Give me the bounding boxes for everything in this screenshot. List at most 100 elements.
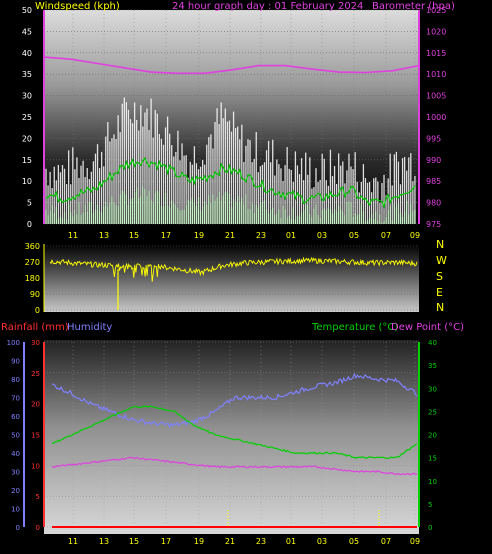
wind-average-series [45,157,416,209]
direction-tick-label: 90 [30,290,40,299]
windspeed-tick-label: 40 [22,49,32,58]
temperature-tick-label: 10 [428,478,437,486]
direction-trace [49,256,418,282]
humidity-tick-label: 80 [11,376,20,384]
barometer-tick-label: 1025 [426,6,446,15]
barometer-tick-label: 1020 [426,27,446,36]
climate-time-tick-label: 21 [225,537,235,546]
temperature-tick-label: 5 [428,501,432,509]
wind-time-tick-label: 17 [161,231,171,240]
humidity-tick-label: 70 [11,395,20,403]
barometer-tick-label: 1000 [426,113,446,122]
temperature-tick-label: 0 [428,524,432,532]
windspeed-tick-label: 5 [27,199,32,208]
rainfall-axis-label: Rainfall (mm) [1,322,69,333]
climate-left-tick-labels: 0 10 20 30 40 50 60 70 80 90 100 0 5 10 15 20 25 30 [7,339,40,532]
windspeed-tick-label: 0 [27,220,32,229]
climate-time-tick-label: 23 [256,537,266,546]
climate-time-tick-label: 13 [99,537,109,546]
barometer-axis-label: Barometer (hpa) [372,1,455,12]
temperature-tick-labels: 0 5 10 15 20 25 30 35 40 [428,339,437,532]
wind-time-tick-label: 11 [68,231,78,240]
rain-tick-label: 20 [31,401,40,409]
direction-panel-grid [43,244,419,312]
climate-panel-background [44,340,419,534]
temperature-tick-label: 20 [428,432,437,440]
humidity-tick-label: 60 [11,413,20,421]
temperature-tick-label: 25 [428,408,437,416]
wind-time-tick-label: 07 [381,231,391,240]
temperature-axis-label: Temperature (°C) [311,322,398,333]
wind-time-tick-label: 21 [225,231,235,240]
wind-time-tick-label: 01 [286,231,296,240]
humidity-tick-label: 30 [11,469,20,477]
temperature-tick-label: 40 [428,339,437,347]
wind-average-line [45,157,416,209]
compass-label: W [436,254,447,267]
windspeed-tick-label: 10 [22,177,32,186]
climate-time-tick-label: 05 [349,537,359,546]
barometer-line [43,56,420,75]
humidity-axis-label: Humidity [67,322,112,333]
barometer-tick-label: 980 [426,199,441,208]
barometer-tick-label: 995 [426,134,441,143]
windspeed-tick-label: 30 [22,92,32,101]
wind-time-tick-label: 15 [129,231,139,240]
dewpoint-line [51,456,418,476]
windspeed-axis-label: Windspeed (kph) [35,1,120,12]
rain-tick-label: 0 [36,524,40,532]
graph-title: 24 hour graph day : 01 February 2024 [172,1,363,12]
humidity-tick-label: 100 [7,339,20,347]
humidity-tick-label: 40 [11,450,20,458]
humidity-tick-label: 0 [16,524,20,532]
direction-tick-label: 0 [35,306,40,315]
windspeed-tick-label: 20 [22,134,32,143]
humidity-tick-label: 10 [11,506,20,514]
temperature-tick-label: 15 [428,455,437,463]
rain-tick-label: 15 [31,432,40,440]
humidity-tick-label: 90 [11,358,20,366]
wind-direction-series [49,256,418,310]
windspeed-tick-labels: 0 5 10 15 20 25 30 35 40 45 50 [22,6,32,229]
wind-panel-grid [43,9,420,225]
wind-time-tick-label: 13 [99,231,109,240]
compass-label: E [436,286,443,299]
windspeed-tick-label: 25 [22,113,32,122]
climate-time-tick-label: 11 [68,537,78,546]
climate-time-tick-labels: 11 13 15 17 19 21 23 01 03 05 07 09 [68,537,420,546]
rain-tick-label: 10 [31,462,40,470]
direction-tick-label: 360 [25,242,40,251]
climate-time-tick-label: 03 [317,537,327,546]
wind-time-tick-label: 23 [256,231,266,240]
rain-tick-label: 30 [31,339,40,347]
direction-tick-label: 180 [25,274,40,283]
barometer-tick-label: 1005 [426,92,446,101]
direction-tick-labels: 0 90 180 270 360 [25,242,40,315]
climate-panel-grid [23,341,420,528]
windspeed-tick-label: 50 [22,6,32,15]
wind-time-tick-label: 03 [317,231,327,240]
barometer-tick-label: 990 [426,156,441,165]
direction-tick-label: 270 [25,258,40,267]
compass-label: N [436,301,444,314]
windspeed-tick-label: 15 [22,156,32,165]
dewpoint-axis-label: Dew Point (°C) [391,322,464,333]
wind-time-tick-labels: 11 13 15 17 19 21 23 01 03 05 07 09 [68,231,420,240]
barometer-tick-label: 975 [426,220,441,229]
compass-label: N [436,238,444,251]
climate-time-tick-label: 07 [381,537,391,546]
humidity-tick-label: 50 [11,432,20,440]
compass-label: S [436,270,443,283]
climate-series [51,372,418,528]
windspeed-tick-label: 45 [22,27,32,36]
humidity-tick-label: 20 [11,487,20,495]
temperature-tick-label: 35 [428,362,437,370]
barometer-tick-label: 985 [426,177,441,186]
climate-time-tick-label: 09 [410,537,420,546]
climate-time-tick-label: 17 [161,537,171,546]
